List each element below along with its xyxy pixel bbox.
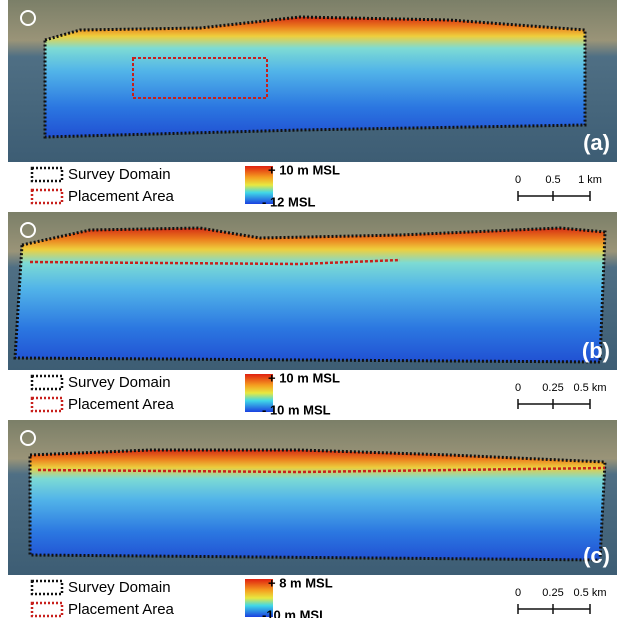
colorbar-min-label: - 10 m MSL [262, 402, 331, 417]
legend-placement-swatch [32, 398, 62, 411]
colorbar-min-label: - 12 MSL [262, 194, 316, 209]
figure: (a) Survey Domain Placement Area + 10 m MSL… [0, 0, 619, 618]
scale-bar-label: 0.5 km [573, 382, 606, 394]
legend-placement-label: Placement Area [68, 601, 175, 618]
legend-placement-label: Placement Area [68, 188, 175, 205]
legend-survey-label: Survey Domain [68, 166, 171, 183]
legend-survey-label: Survey Domain [68, 579, 171, 596]
scale-bar-label: 0 [515, 174, 521, 186]
legend-survey-swatch [32, 168, 62, 181]
scale-bar-label: 1 km [578, 174, 602, 186]
panel-label: (b) [582, 338, 610, 363]
legend-placement-label: Placement Area [68, 396, 175, 413]
page: {"panels": [ {"label": "(a)", "legend": … [0, 0, 619, 618]
bathymetry-surface [45, 17, 585, 137]
bathymetry-surface [30, 450, 605, 560]
scale-bar-label: 0 [515, 587, 521, 599]
colorbar-max-label: + 8 m MSL [268, 575, 333, 590]
scale-bar-label: 0.5 [545, 174, 560, 186]
legend-survey-swatch [32, 376, 62, 389]
scale-bar-label: 0 [515, 382, 521, 394]
scale-bar-label: 0.5 km [573, 587, 606, 599]
legend-survey-label: Survey Domain [68, 374, 171, 391]
legend-placement-swatch [32, 603, 62, 616]
bathymetry-surface [15, 228, 605, 362]
panel-label: (c) [583, 543, 610, 568]
legend-survey-swatch [32, 581, 62, 594]
scale-bar-label: 0.25 [542, 382, 563, 394]
legend-placement-swatch [32, 190, 62, 203]
colorbar-max-label: + 10 m MSL [268, 370, 340, 385]
colorbar-min-label: -10 m MSL [262, 607, 327, 618]
scale-bar-label: 0.25 [542, 587, 563, 599]
colorbar-max-label: + 10 m MSL [268, 162, 340, 177]
panel-label: (a) [583, 130, 610, 155]
